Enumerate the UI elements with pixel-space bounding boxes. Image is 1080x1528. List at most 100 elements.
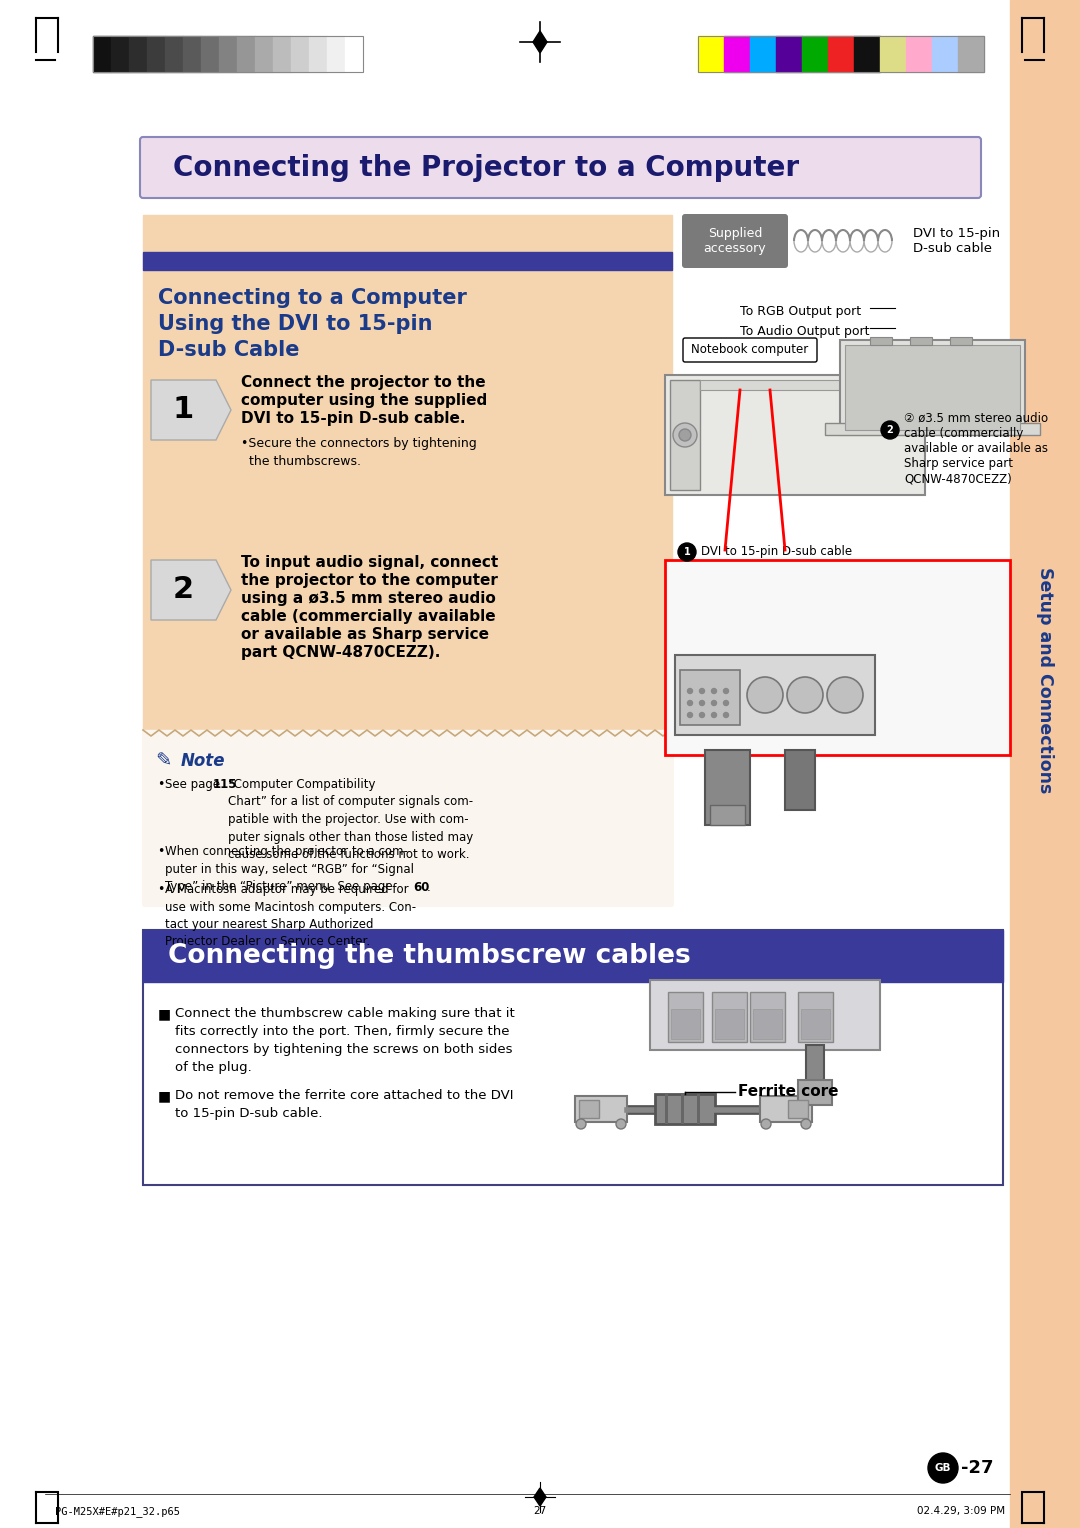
Text: When connecting the projector to a com-
puter in this way, select “RGB” for “Sig: When connecting the projector to a com- … <box>165 845 414 892</box>
Text: •: • <box>157 778 164 792</box>
Bar <box>219 37 237 72</box>
Circle shape <box>801 1118 811 1129</box>
Circle shape <box>881 422 899 439</box>
Bar <box>183 37 201 72</box>
Bar <box>93 37 111 72</box>
Bar <box>327 37 345 72</box>
Text: Notebook computer: Notebook computer <box>691 344 809 356</box>
Bar <box>143 931 1003 983</box>
Text: Setup and Connections: Setup and Connections <box>1036 567 1054 793</box>
Text: 2: 2 <box>887 425 893 435</box>
Text: Connecting the Projector to a Computer: Connecting the Projector to a Computer <box>173 153 799 182</box>
Text: D-sub Cable: D-sub Cable <box>158 341 299 361</box>
Text: To Audio Output port: To Audio Output port <box>740 325 869 338</box>
Bar <box>710 805 745 825</box>
Text: 27: 27 <box>534 1507 546 1516</box>
Text: or available as Sharp service: or available as Sharp service <box>241 626 489 642</box>
Bar <box>798 992 833 1042</box>
Bar <box>165 37 183 72</box>
Bar <box>650 979 880 1050</box>
Bar <box>129 37 147 72</box>
Bar <box>345 37 363 72</box>
Text: •: • <box>157 883 164 895</box>
Text: cable (commercially available: cable (commercially available <box>241 610 496 623</box>
Bar <box>147 37 165 72</box>
Circle shape <box>724 712 729 718</box>
Bar <box>870 338 892 345</box>
Text: Connecting the thumbscrew cables: Connecting the thumbscrew cables <box>168 943 691 969</box>
Bar <box>579 1100 599 1118</box>
Bar <box>825 423 1040 435</box>
Polygon shape <box>151 380 231 440</box>
Circle shape <box>616 1118 626 1129</box>
Text: “Computer Compatibility
Chart” for a list of computer signals com-
patible with : “Computer Compatibility Chart” for a lis… <box>228 778 473 860</box>
Circle shape <box>724 689 729 694</box>
Circle shape <box>928 1453 958 1484</box>
Text: using a ø3.5 mm stereo audio: using a ø3.5 mm stereo audio <box>241 591 496 607</box>
Bar <box>760 1096 812 1122</box>
Text: 60: 60 <box>413 882 430 894</box>
Bar <box>801 1008 831 1039</box>
Bar <box>93 37 363 72</box>
Bar <box>669 992 703 1042</box>
Text: DVI to 15-pin
D-sub cable: DVI to 15-pin D-sub cable <box>913 228 1000 255</box>
Bar <box>654 1094 715 1125</box>
Bar <box>712 992 747 1042</box>
Bar <box>806 1045 824 1085</box>
Text: 1: 1 <box>684 547 690 558</box>
Circle shape <box>688 712 692 718</box>
Text: Using the DVI to 15-pin: Using the DVI to 15-pin <box>158 313 432 335</box>
Text: Ferrite core: Ferrite core <box>738 1085 838 1100</box>
Text: available or available as: available or available as <box>904 442 1048 455</box>
Circle shape <box>712 712 716 718</box>
Bar <box>788 1100 808 1118</box>
Text: See page: See page <box>165 778 224 792</box>
Circle shape <box>688 689 692 694</box>
Bar <box>910 338 932 345</box>
Text: ■: ■ <box>158 1007 171 1021</box>
Bar <box>1010 0 1080 1528</box>
Text: ✎: ✎ <box>156 752 172 772</box>
Bar <box>143 931 1003 1186</box>
Bar <box>753 1008 782 1039</box>
Text: PG-M25X#E#p21_32.p65: PG-M25X#E#p21_32.p65 <box>55 1507 180 1517</box>
Text: Do not remove the ferrite core attached to the DVI
to 15-pin D-sub cable.: Do not remove the ferrite core attached … <box>175 1089 513 1120</box>
Bar <box>665 1094 669 1125</box>
Bar <box>665 559 1010 755</box>
Circle shape <box>761 1118 771 1129</box>
Circle shape <box>679 429 691 442</box>
Bar <box>111 37 129 72</box>
FancyBboxPatch shape <box>681 214 788 267</box>
Circle shape <box>747 677 783 714</box>
Bar <box>705 750 750 825</box>
Bar <box>681 1094 684 1125</box>
Bar <box>255 37 273 72</box>
Text: the projector to the computer: the projector to the computer <box>241 573 498 588</box>
Text: Supplied
accessory: Supplied accessory <box>704 228 767 255</box>
Circle shape <box>688 700 692 706</box>
Text: -27: -27 <box>961 1459 994 1478</box>
Circle shape <box>678 542 696 561</box>
Bar <box>697 1094 700 1125</box>
Bar <box>906 37 932 72</box>
Bar <box>750 37 777 72</box>
Text: GB: GB <box>935 1462 951 1473</box>
Text: 02.4.29, 3:09 PM: 02.4.29, 3:09 PM <box>917 1507 1005 1516</box>
Bar <box>143 730 672 905</box>
Bar <box>724 37 750 72</box>
Circle shape <box>712 689 716 694</box>
Text: ■: ■ <box>158 1089 171 1103</box>
Bar <box>798 1080 832 1105</box>
Text: Connect the thumbscrew cable making sure that it
fits correctly into the port. T: Connect the thumbscrew cable making sure… <box>175 1007 515 1074</box>
Bar <box>273 37 291 72</box>
Bar <box>675 656 875 735</box>
Bar <box>680 669 740 724</box>
Bar <box>201 37 219 72</box>
Text: Connecting to a Computer: Connecting to a Computer <box>158 287 467 309</box>
Circle shape <box>712 700 716 706</box>
FancyBboxPatch shape <box>683 338 816 362</box>
Text: To input audio signal, connect: To input audio signal, connect <box>241 555 498 570</box>
Circle shape <box>724 700 729 706</box>
Text: Note: Note <box>181 752 226 770</box>
Bar <box>698 37 984 72</box>
